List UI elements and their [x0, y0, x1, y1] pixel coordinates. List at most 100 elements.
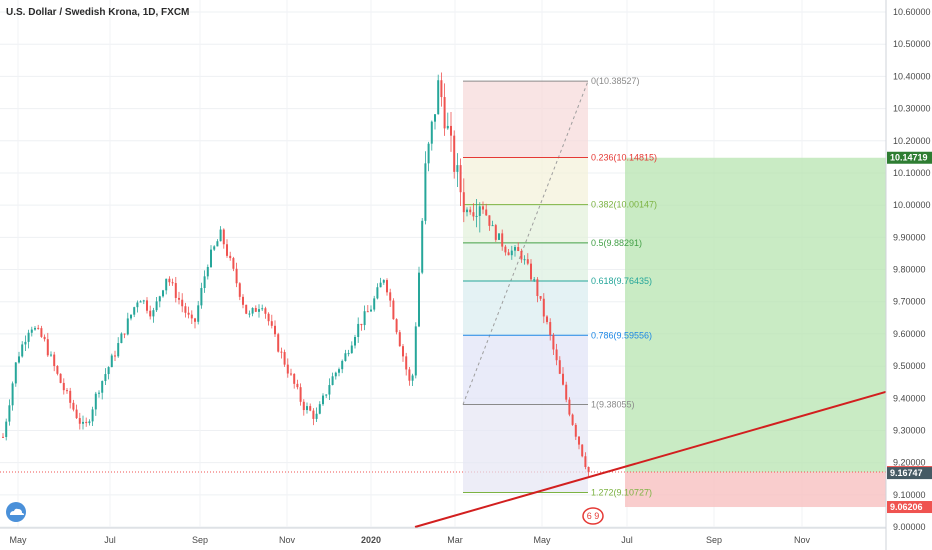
x-tick-label: Sep	[706, 535, 722, 545]
candle-body	[85, 421, 88, 424]
candle-body	[155, 301, 158, 311]
candle-body	[584, 456, 587, 468]
candle-body	[187, 312, 190, 315]
candle-body	[434, 114, 436, 122]
x-tick-label: Nov	[794, 535, 811, 545]
fib-band	[463, 204, 588, 243]
candle-body	[360, 323, 363, 326]
candle-body	[264, 308, 267, 314]
candle-body	[149, 310, 152, 317]
candle-body	[56, 366, 59, 374]
event-badge-label: 6 9	[587, 511, 600, 521]
candle-body	[459, 165, 462, 193]
candle-body	[430, 121, 433, 144]
candle-body	[270, 321, 273, 326]
candle-body	[280, 351, 283, 353]
candle-body	[558, 360, 561, 374]
candle-body	[501, 233, 504, 247]
candle-body	[222, 229, 225, 245]
candle-body	[398, 332, 401, 347]
time-axis[interactable]: May Jul Sep Nov 2020 Mar May Jul Sep Nov	[0, 527, 886, 545]
price-label-box	[887, 501, 932, 514]
fib-band	[463, 280, 588, 336]
candle-body	[114, 355, 116, 357]
candle-body	[341, 360, 344, 370]
candlestick-series	[2, 72, 590, 477]
candle-body	[43, 336, 46, 340]
candle-body	[248, 313, 251, 315]
y-tick-label: 10.10000	[893, 168, 931, 178]
candle-body	[312, 410, 315, 419]
candle-body	[523, 259, 526, 261]
candle-body	[27, 332, 30, 342]
candle-body	[104, 374, 107, 382]
tradingview-cloud-icon[interactable]	[6, 502, 26, 522]
candle-body	[565, 384, 568, 400]
candle-body	[62, 382, 65, 391]
y-tick-label: 10.30000	[893, 104, 931, 114]
candle-body	[126, 318, 129, 335]
candle-body	[574, 424, 577, 437]
candle-body	[421, 220, 424, 273]
price-label-box	[887, 151, 932, 164]
fib-band	[463, 81, 588, 158]
candle-body	[258, 309, 260, 312]
loss-zone	[625, 472, 886, 508]
candle-body	[286, 364, 289, 374]
candle-body	[235, 268, 238, 284]
fib-band	[463, 157, 588, 205]
candle-body	[117, 343, 120, 357]
fibonacci-retracement[interactable]: 0(10.38527) 0.236(10.14815) 0.382(10.00147…	[462, 76, 657, 497]
candle-body	[254, 307, 257, 312]
candle-body	[472, 212, 475, 217]
candle-body	[466, 209, 468, 213]
candle-body	[238, 283, 241, 297]
candle-body	[482, 206, 484, 210]
support-trendline	[414, 390, 887, 528]
candle-body	[302, 401, 305, 411]
candle-body	[446, 125, 449, 129]
candle-body	[293, 373, 296, 384]
candle-body	[158, 296, 161, 302]
candle-body	[194, 318, 196, 322]
candle-body	[450, 125, 452, 136]
candle-body	[66, 390, 68, 392]
candle-body	[402, 346, 404, 357]
candle-body	[549, 322, 552, 336]
candle-body	[334, 372, 337, 377]
candle-body	[219, 229, 222, 242]
candle-body	[414, 326, 417, 376]
candle-body	[101, 381, 104, 393]
candle-body	[331, 376, 334, 386]
y-tick-label: 9.70000	[893, 297, 926, 307]
candle-body	[69, 390, 72, 403]
fib-level-label: 0.382(10.00147)	[591, 200, 657, 210]
candle-body	[2, 436, 4, 438]
candle-body	[382, 280, 385, 283]
candle-body	[424, 163, 427, 221]
candle-body	[261, 308, 264, 310]
y-tick-label: 9.30000	[893, 425, 926, 435]
candle-body	[120, 333, 123, 344]
candle-body	[53, 354, 56, 367]
event-marker-icon[interactable]: 6 9	[582, 507, 604, 525]
candle-body	[34, 327, 36, 330]
trendline-layer[interactable]	[414, 390, 887, 528]
x-tick-label: Jul	[104, 535, 116, 545]
price-axis[interactable]: 10.60000 10.50000 10.40000 10.30000 10.20000…	[885, 0, 931, 550]
candle-body	[110, 355, 113, 368]
x-tick-label: 2020	[361, 535, 381, 545]
candle-body	[46, 339, 49, 356]
candle-body	[274, 325, 276, 335]
price-label-box	[887, 467, 932, 480]
candle-body	[562, 373, 564, 385]
candle-body	[322, 395, 324, 405]
candle-body	[142, 300, 145, 302]
candle-body	[376, 287, 379, 299]
candle-body	[469, 209, 472, 213]
candle-body	[354, 337, 356, 346]
candle-body	[494, 225, 497, 240]
candle-body	[267, 313, 270, 322]
